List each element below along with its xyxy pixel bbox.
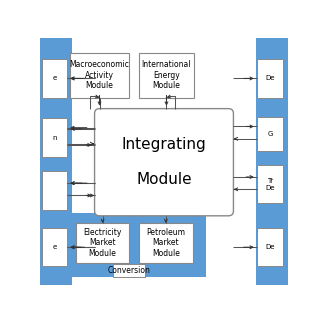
Bar: [70, 53, 129, 98]
Bar: [257, 117, 283, 150]
Text: e: e: [53, 244, 57, 250]
Text: e: e: [53, 76, 57, 81]
Bar: [43, 228, 67, 266]
Bar: [139, 223, 193, 263]
Bar: [257, 228, 283, 266]
Bar: [43, 59, 67, 98]
Text: Tr
De: Tr De: [265, 178, 275, 191]
Bar: [256, 38, 288, 285]
Bar: [139, 53, 194, 98]
Bar: [43, 172, 67, 210]
Bar: [40, 38, 72, 285]
Text: Electricity
Market
Module: Electricity Market Module: [84, 228, 122, 258]
Bar: [72, 213, 206, 277]
Bar: [43, 118, 67, 157]
Bar: [257, 165, 283, 204]
Bar: [113, 264, 145, 277]
Text: De: De: [265, 76, 275, 81]
Text: Macroeconomic
Activity
Module: Macroeconomic Activity Module: [69, 60, 130, 90]
Text: G: G: [267, 131, 273, 137]
Bar: [257, 59, 283, 98]
Text: De: De: [265, 244, 275, 250]
Text: n: n: [52, 135, 57, 140]
Text: Integrating

Module: Integrating Module: [122, 137, 206, 187]
Text: Conversion: Conversion: [108, 266, 151, 275]
Text: International
Energy
Module: International Energy Module: [142, 60, 191, 90]
Bar: [76, 223, 129, 263]
FancyBboxPatch shape: [95, 108, 234, 216]
Text: Petroleum
Market
Module: Petroleum Market Module: [146, 228, 185, 258]
